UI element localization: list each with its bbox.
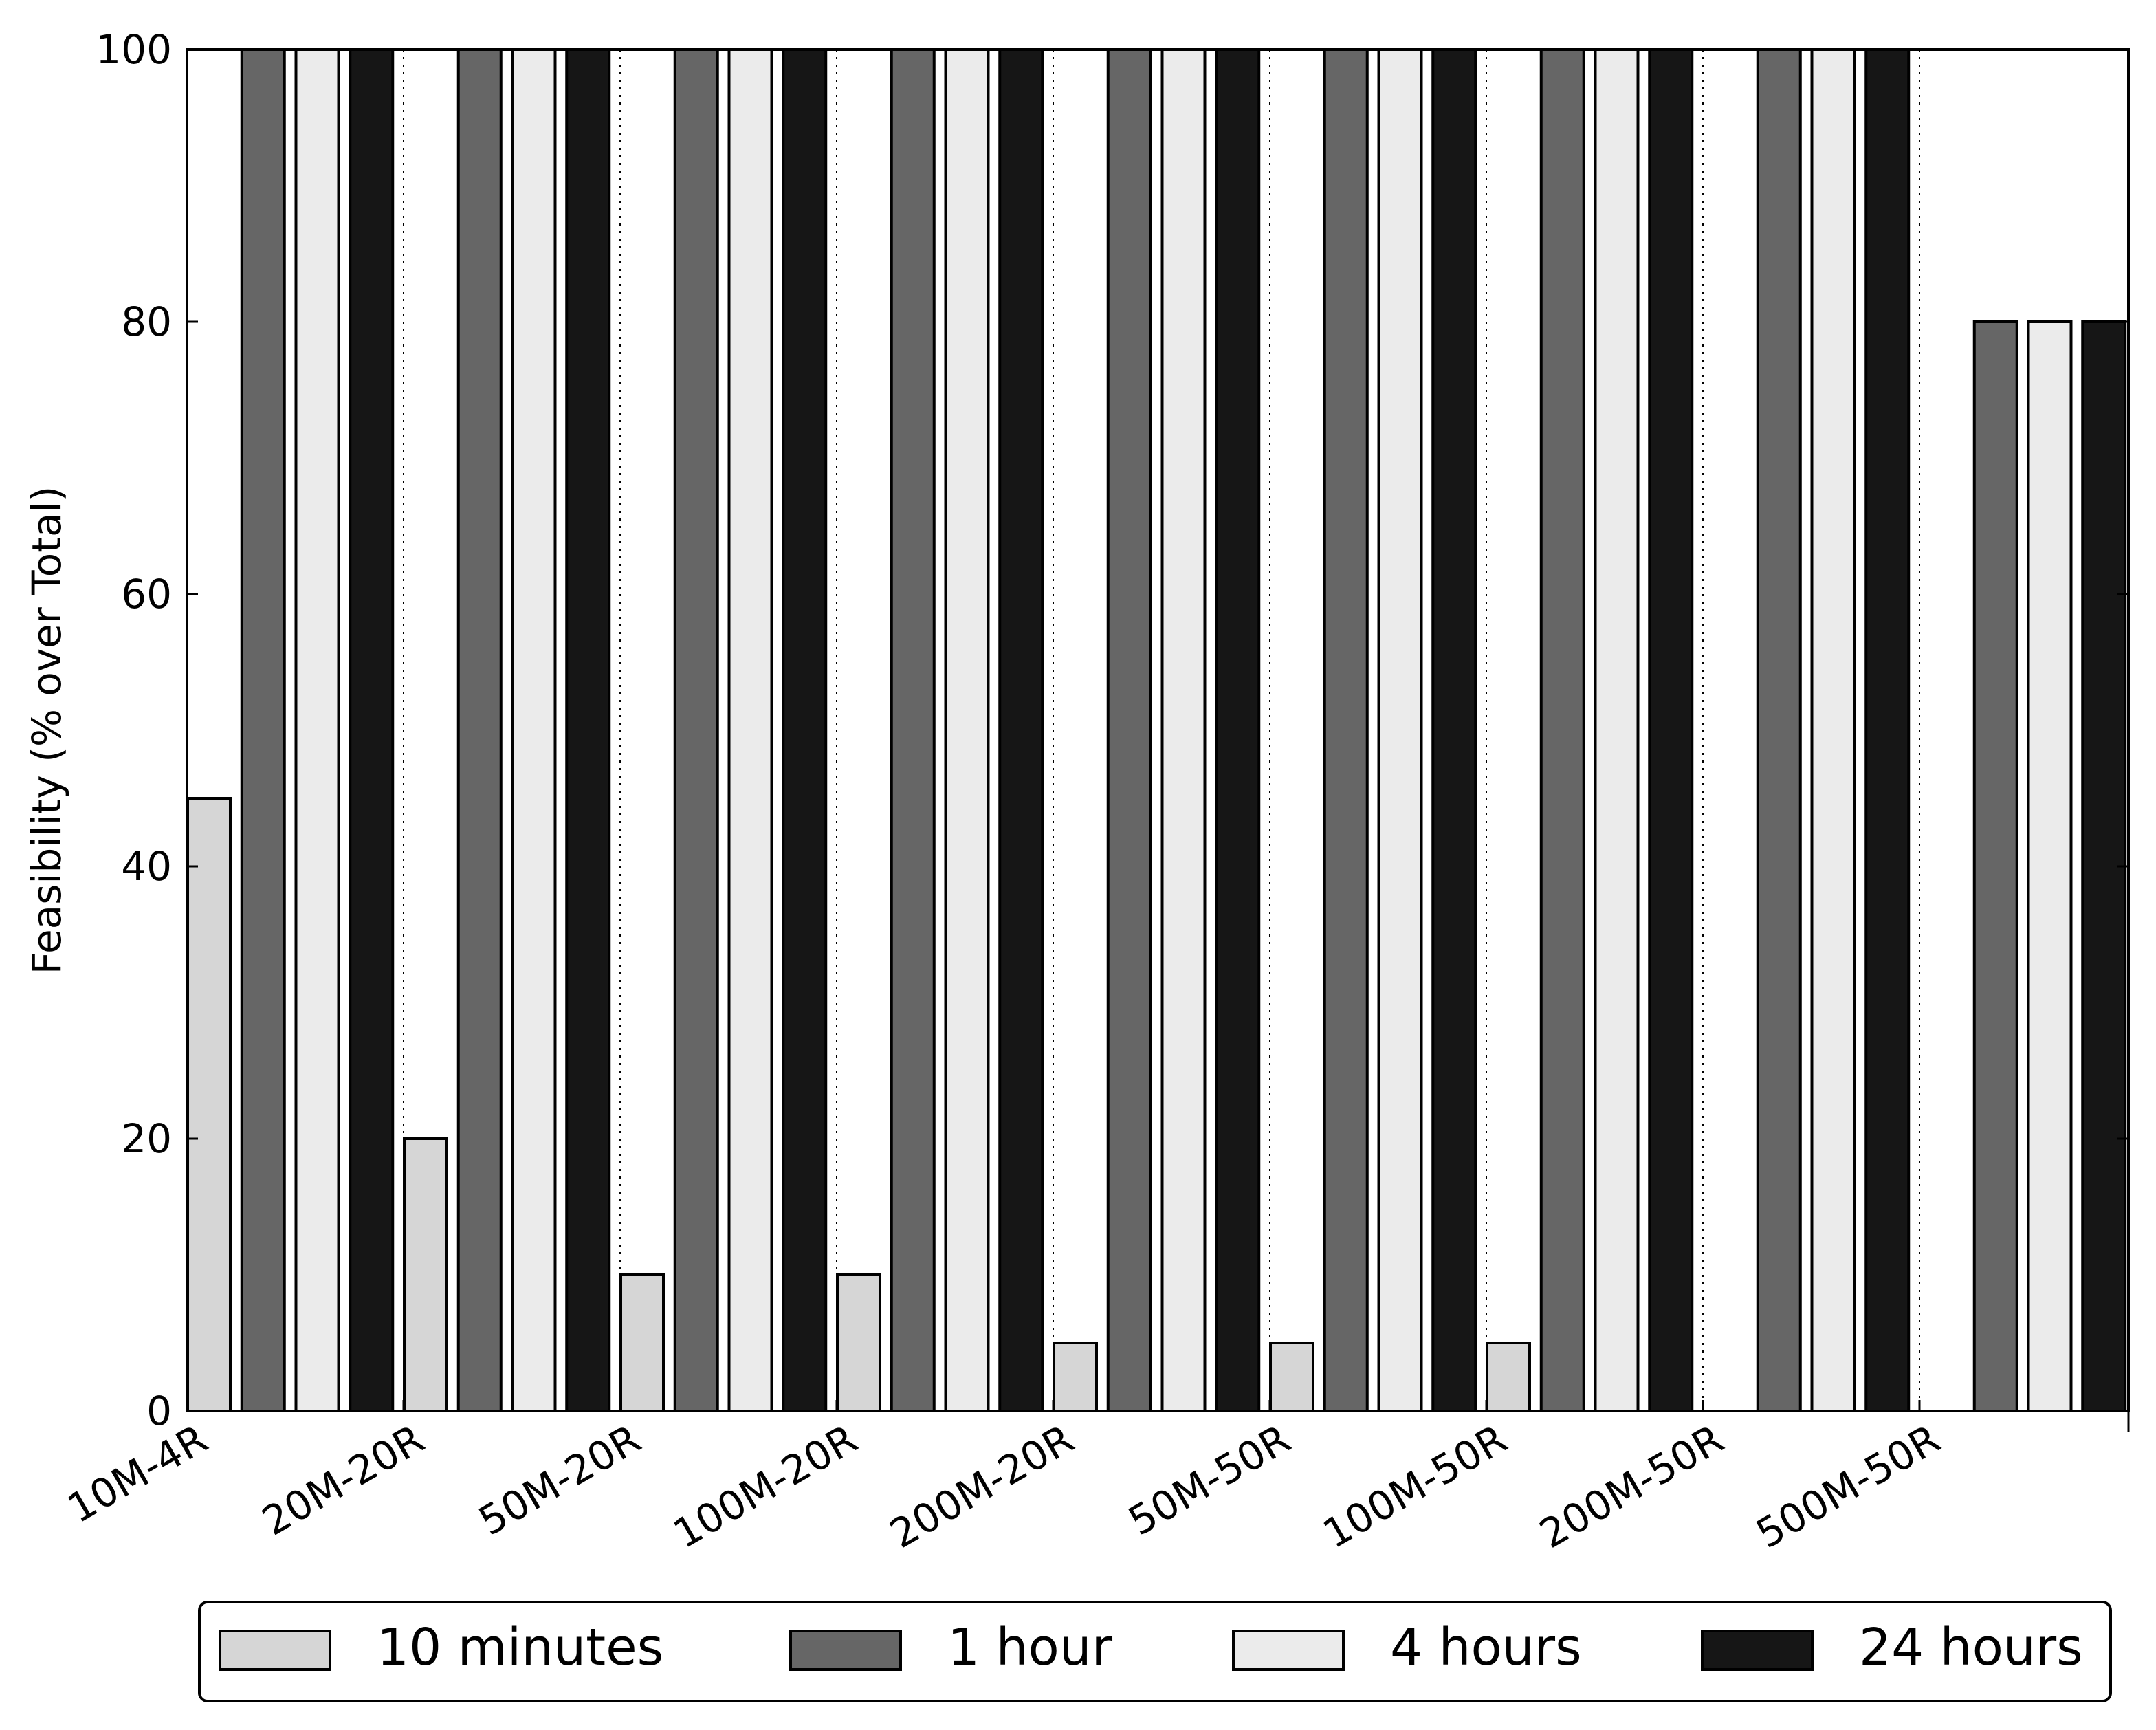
bar [1323, 48, 1369, 1412]
bar [782, 48, 828, 1412]
y-tick-label: 20 [121, 1115, 172, 1162]
bar [1160, 48, 1207, 1412]
legend-swatch [1232, 1630, 1345, 1671]
legend: 10 minutes 1 hour 4 hours 24 hours [198, 1601, 2112, 1702]
bars [186, 48, 2127, 1412]
bar [836, 1273, 881, 1412]
x-tick-label: 500M-50R [1748, 1415, 1948, 1557]
y-tick-label: 80 [121, 298, 172, 345]
bar [619, 1273, 665, 1412]
bar [565, 48, 611, 1412]
x-axis: 10M-4R 20M-20R 50M-20R 100M-20R 200M-20R 50M-… [60, 1400, 2130, 1557]
bar [1594, 48, 1640, 1412]
legend-item: 4 hours [1232, 1618, 1582, 1677]
x-tick-label: 50M-50R [1121, 1415, 1298, 1544]
bar [727, 48, 773, 1412]
legend-label: 10 minutes [377, 1618, 663, 1677]
bar [1972, 320, 2018, 1412]
bar [1053, 1342, 1098, 1412]
y-axis-label: Feasibility (% over Total) [23, 486, 70, 974]
bar [186, 797, 232, 1412]
bar [456, 48, 503, 1412]
legend-box [198, 1601, 2112, 1702]
x-tick-label: 200M-20R [882, 1415, 1081, 1557]
legend-swatch [789, 1630, 902, 1671]
bar [998, 48, 1044, 1412]
x-tick-label: 200M-50R [1532, 1415, 1731, 1557]
bar [890, 48, 936, 1412]
bar [349, 48, 395, 1412]
legend-item: 10 minutes [219, 1618, 663, 1677]
bar [511, 48, 557, 1412]
bar [403, 1137, 448, 1412]
plot-frame [186, 48, 2130, 1412]
y-tick-label: 0 [146, 1388, 172, 1434]
bar [1377, 48, 1423, 1412]
bar [1431, 48, 1477, 1412]
bar [240, 48, 286, 1412]
bar [673, 48, 719, 1412]
bar [1810, 48, 1856, 1412]
x-tick-label: 10M-4R [60, 1415, 215, 1532]
legend-label: 4 hours [1390, 1618, 1582, 1677]
legend-item: 24 hours [1701, 1618, 2083, 1677]
x-tick-label: 100M-20R [666, 1415, 865, 1557]
bar [1648, 48, 1694, 1412]
y-tick-label: 100 [96, 26, 172, 73]
y-axis: 0 20 40 60 80 100 [96, 26, 2128, 1434]
x-tick-label: 20M-20R [254, 1415, 432, 1544]
y-tick-label: 40 [121, 843, 172, 890]
bar [1106, 48, 1152, 1412]
bar [944, 48, 990, 1412]
x-tick-label: 100M-50R [1315, 1415, 1515, 1557]
legend-swatch [1701, 1630, 1814, 1671]
legend-swatch [219, 1630, 331, 1671]
bar [1486, 1342, 1531, 1412]
bar [1864, 48, 1911, 1412]
legend-label: 24 hours [1859, 1618, 2083, 1677]
bar [1269, 1342, 1314, 1412]
bar [294, 48, 340, 1412]
bar [1756, 48, 1802, 1412]
x-tick-label: 50M-20R [471, 1415, 648, 1544]
bar [1215, 48, 1261, 1412]
legend-item: 1 hour [789, 1618, 1113, 1677]
legend-label: 1 hour [947, 1618, 1113, 1677]
y-tick-label: 60 [121, 571, 172, 617]
bar [2027, 320, 2073, 1412]
bar [1539, 48, 1585, 1412]
group-separators [403, 50, 1920, 1411]
